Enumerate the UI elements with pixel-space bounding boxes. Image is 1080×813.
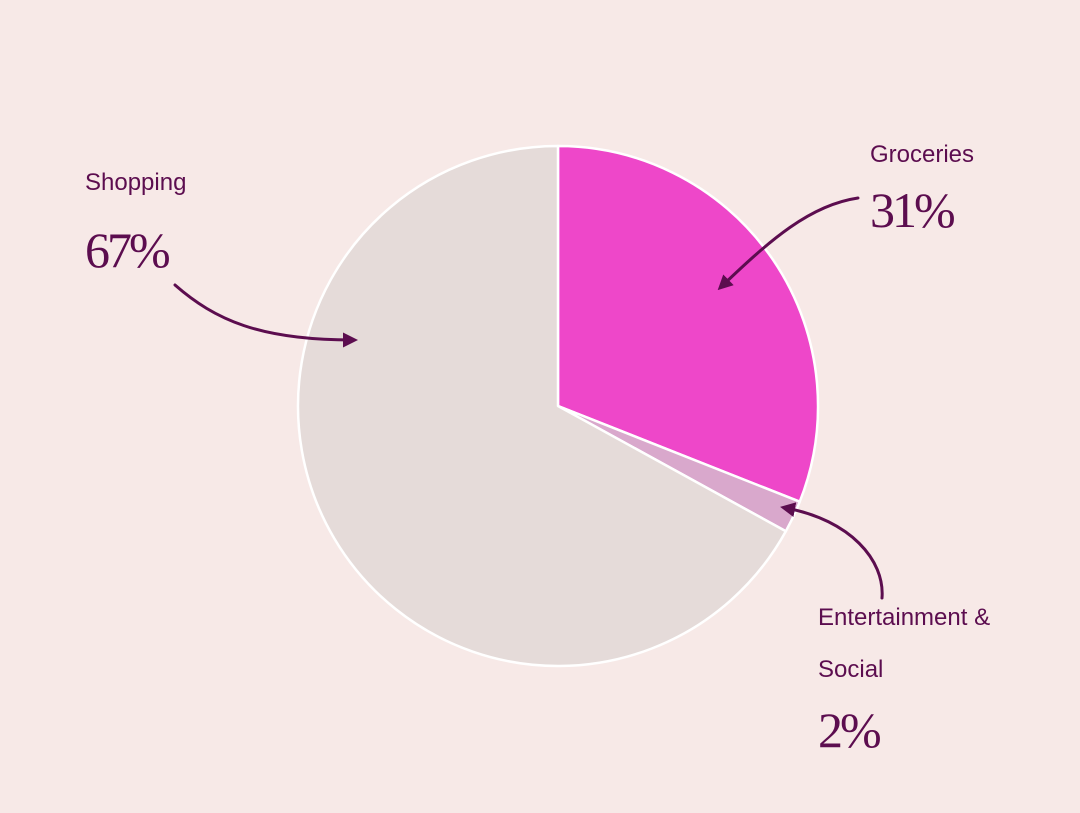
value-label: 67% [85,222,171,278]
slice-label: Shopping 67% [85,168,285,278]
pie-slice [296,144,788,668]
category-name: Groceries [870,141,975,168]
slice-label: Entertainment & Social 2% [818,592,1033,758]
arrow [717,196,860,291]
arrow [780,502,884,600]
pie-slice [556,144,820,503]
category-name: Entertainment & Social [818,604,991,683]
arrow [173,283,358,348]
slice-label: Groceries 31% [870,140,1070,238]
pie [296,144,820,668]
value-label: 2% [818,702,882,758]
value-label: 31% [870,182,956,238]
arrows [173,196,884,600]
category-name: Shopping [85,169,187,196]
